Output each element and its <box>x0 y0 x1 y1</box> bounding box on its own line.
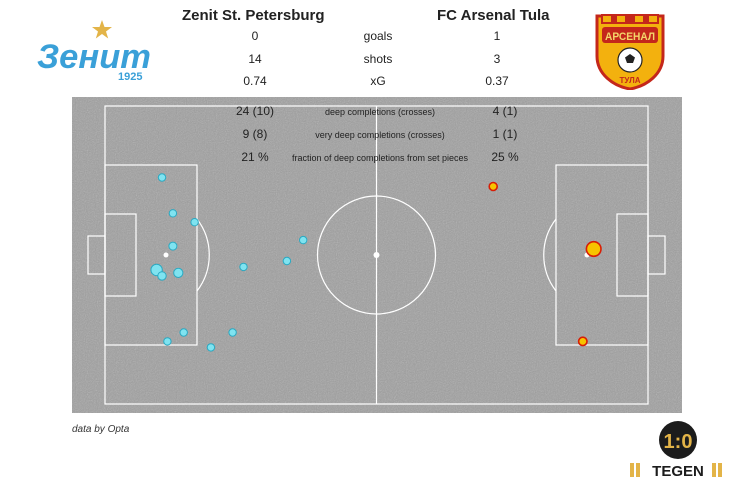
home-shots: 14 <box>248 52 262 66</box>
home-set-piece: 21 % <box>241 150 269 164</box>
pitch <box>72 97 682 413</box>
away-set-piece: 25 % <box>491 150 519 164</box>
away-shot-point-2 <box>585 240 602 258</box>
away-shot-point-1 <box>488 181 499 192</box>
centre-spot <box>373 252 380 258</box>
home-very-deep: 9 (8) <box>242 127 268 141</box>
zenit-star-icon <box>92 20 112 39</box>
tegen-logo: 1:0 TEGEN <box>628 418 728 484</box>
home-shot-point-9 <box>282 256 292 266</box>
home-shot-point-13 <box>206 343 216 352</box>
away-shots: 3 <box>493 52 501 66</box>
zenit-logo-wordmark: Зенит <box>37 38 151 76</box>
away-penalty-arc <box>543 218 557 292</box>
home-shot-point-4 <box>168 241 178 251</box>
tegen-wordmark: TEGEN <box>652 463 704 480</box>
away-goals: 1 <box>493 29 501 43</box>
goals-label: goals <box>363 29 393 43</box>
home-penalty-arc <box>196 218 210 292</box>
arsenal-logo-wordmark: АРСЕНАЛ <box>605 31 655 43</box>
away-shot-point-3 <box>577 336 588 347</box>
home-goal <box>87 235 106 275</box>
away-team-name: FC Arsenal Tula <box>437 7 550 24</box>
home-goals: 0 <box>251 29 259 43</box>
home-xg: 0.74 <box>243 74 267 88</box>
away-deep: 4 (1) <box>492 104 518 118</box>
home-shot-point-1 <box>157 173 167 182</box>
home-shot-point-12 <box>163 337 172 346</box>
away-goal <box>647 235 666 275</box>
zenit-logo-year: 1925 <box>118 71 142 83</box>
arsenal-logo-city: ТУЛА <box>620 76 641 85</box>
deep-label: deep completions (crosses) <box>324 107 436 117</box>
home-shot-point-6 <box>157 271 167 281</box>
data-source: data by Opta <box>72 424 130 435</box>
xg-label: xG <box>370 74 386 88</box>
shots-layer <box>150 173 602 352</box>
home-penalty-spot <box>163 252 169 258</box>
tegen-badge-text: 1:0 <box>664 431 693 453</box>
home-shot-point-2 <box>168 209 178 218</box>
home-shot-point-7 <box>173 267 184 278</box>
home-shot-point-8 <box>239 262 248 272</box>
zenit-logo: Зенит 1925 <box>35 18 160 84</box>
home-deep: 24 (10) <box>235 104 275 118</box>
away-very-deep: 1 (1) <box>492 127 518 141</box>
away-xg: 0.37 <box>485 74 509 88</box>
home-shot-point-10 <box>299 235 308 245</box>
arsenal-logo: АРСЕНАЛ ТУЛА <box>593 12 667 91</box>
centre-circle <box>316 195 437 315</box>
home-shot-point-11 <box>179 328 188 337</box>
shots-label: shots <box>363 52 393 66</box>
home-shot-point-14 <box>228 328 237 337</box>
tegen-badge-icon <box>659 421 697 459</box>
home-shot-point-3 <box>190 218 199 227</box>
home-team-name: Zenit St. Petersburg <box>182 7 325 24</box>
very-deep-label: very deep completions (crosses) <box>315 130 445 140</box>
set-piece-label: fraction of deep completions from set pi… <box>291 153 469 163</box>
